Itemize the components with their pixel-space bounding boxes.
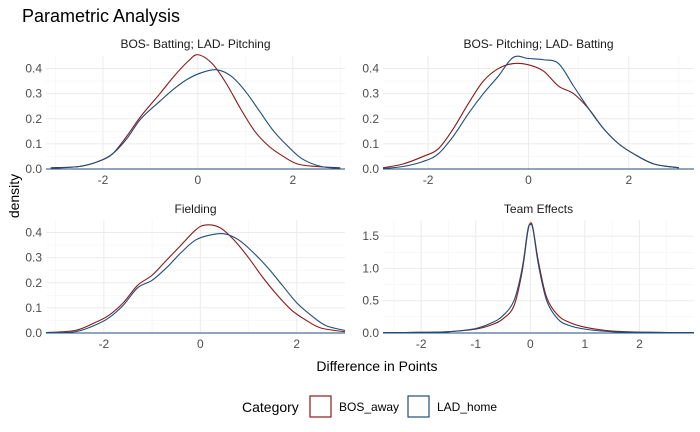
y-tick-label: 0.1 — [25, 137, 42, 151]
x-tick-label: 2 — [636, 337, 643, 351]
y-tick-label: 0.0 — [25, 162, 42, 176]
y-tick-label: 0.0 — [362, 162, 379, 176]
legend-label-BOS_away: BOS_away — [339, 400, 399, 414]
series-line-BOS_away — [382, 62, 680, 169]
y-tick-label: 0.5 — [362, 294, 379, 308]
series-line-LAD_home — [50, 69, 341, 169]
legend: Category BOS_away LAD_home — [242, 395, 497, 418]
panel-title: BOS- Pitching; LAD- Batting — [463, 37, 613, 51]
panel-3: Fielding -2 0 2 0.0 0.1 0.2 0.3 0.4 — [25, 202, 346, 351]
x-tick-label: -2 — [423, 173, 434, 187]
legend-title: Category — [242, 399, 299, 415]
y-tick-label: 0.4 — [25, 62, 42, 76]
x-tick-label: 2 — [625, 173, 632, 187]
y-tick-label: 0.3 — [362, 87, 379, 101]
y-tick-label: 0.4 — [362, 62, 379, 76]
x-tick-label: -2 — [98, 173, 109, 187]
x-tick-label: 0 — [527, 337, 534, 351]
y-tick-label: 0.0 — [362, 326, 379, 340]
y-axis-title: density — [6, 174, 22, 218]
x-tick-label: -2 — [99, 337, 110, 351]
panel-2: BOS- Pitching; LAD- Batting -2 0 2 0.0 0.1 0.2… — [362, 37, 694, 187]
series-line-BOS_away — [50, 54, 341, 169]
y-tick-label: 0.0 — [25, 326, 42, 340]
y-tick-label: 0.3 — [25, 251, 42, 265]
y-tick-label: 1.0 — [362, 261, 379, 275]
x-tick-label: -2 — [416, 337, 427, 351]
x-tick-label: 1 — [582, 337, 589, 351]
x-tick-label: 0 — [195, 173, 202, 187]
y-tick-label: 0.2 — [25, 112, 42, 126]
y-tick-label: 0.2 — [25, 276, 42, 290]
y-tick-label: 1.5 — [362, 229, 379, 243]
y-tick-label: 0.1 — [362, 137, 379, 151]
x-tick-label: 2 — [289, 173, 296, 187]
panel-title: Fielding — [174, 202, 216, 216]
x-tick-label: 0 — [525, 173, 532, 187]
panel-title: Team Effects — [504, 202, 573, 216]
chart-title: Parametric Analysis — [22, 6, 180, 26]
panel-4: Team Effects -2 -1 0 1 2 0.0 0.5 1.0 1.5 — [362, 202, 695, 351]
y-tick-label: 0.2 — [362, 112, 379, 126]
series-line-BOS_away — [45, 224, 346, 334]
series-line-LAD_home — [45, 232, 346, 334]
y-tick-label: 0.3 — [25, 87, 42, 101]
x-tick-label: 0 — [197, 337, 204, 351]
y-tick-label: 0.1 — [25, 301, 42, 315]
y-tick-label: 0.4 — [25, 226, 42, 240]
x-axis-title: Difference in Points — [316, 358, 437, 374]
facet-panels: BOS- Batting; LAD- Pitching -2 0 2 0.0 0.1 0.2… — [25, 37, 695, 351]
legend-key-LAD_home — [407, 395, 430, 418]
x-tick-label: -1 — [470, 337, 481, 351]
series-line-LAD_home — [382, 55, 680, 170]
x-tick-label: 2 — [293, 337, 300, 351]
panel-title: BOS- Batting; LAD- Pitching — [120, 37, 270, 51]
legend-key-BOS_away — [309, 395, 332, 418]
series-line-BOS_away — [382, 222, 695, 334]
legend-label-LAD_home: LAD_home — [437, 400, 497, 414]
series-line-LAD_home — [382, 223, 695, 334]
panel-1: BOS- Batting; LAD- Pitching -2 0 2 0.0 0.1 0.2… — [25, 37, 345, 187]
